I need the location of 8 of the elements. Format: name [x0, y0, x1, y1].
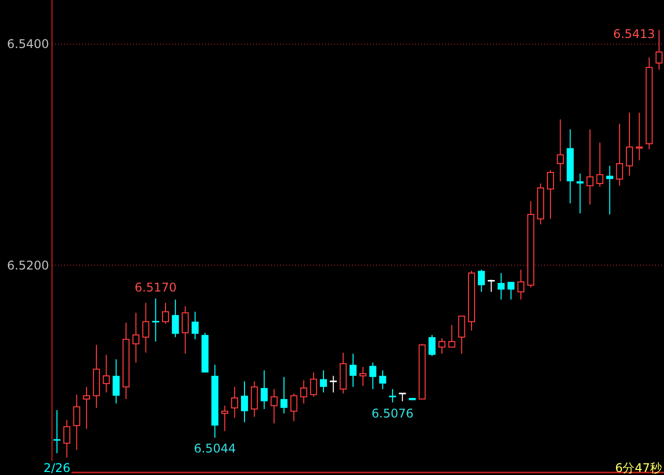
y-tick-label: 6.5400 — [7, 37, 49, 52]
y-tick-label: 6.5200 — [7, 258, 49, 272]
annotation: 6.5076 — [372, 406, 414, 420]
annotation: 6分47秒 — [615, 461, 662, 475]
annotation: 6.5044 — [194, 442, 236, 456]
annotation: 6.5413 — [613, 26, 656, 41]
x-tick-label: 2/26 — [43, 461, 70, 475]
annotation: 6.5170 — [134, 280, 177, 294]
